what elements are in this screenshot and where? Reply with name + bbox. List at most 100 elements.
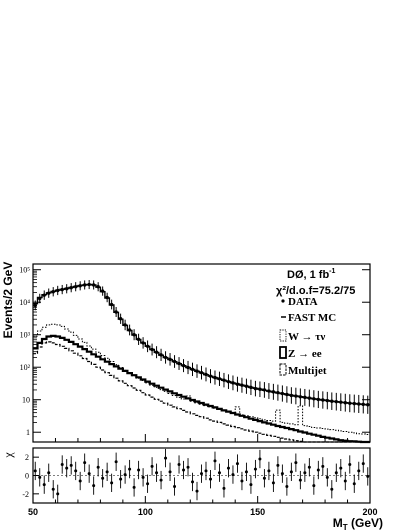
residual-point: [213, 451, 217, 470]
residual-point: [280, 464, 284, 483]
residual-point: [276, 456, 280, 475]
x-tick-label: 50: [28, 507, 38, 517]
residual-point: [334, 463, 338, 482]
residual-point: [177, 455, 181, 474]
residual-point: [195, 481, 199, 501]
residual-point: [366, 467, 370, 486]
residual-point: [267, 461, 271, 481]
residual-point: [298, 470, 302, 490]
y-tick-label: 10³: [20, 331, 31, 340]
residual-y-tick-label: 0: [25, 472, 29, 481]
residual-point: [56, 484, 60, 503]
residual-point: [316, 460, 320, 480]
x-axis-label: MT (GeV): [333, 516, 383, 532]
legend-label-fast-mc: FAST MC: [288, 312, 336, 324]
residual-point: [357, 461, 361, 481]
residual-point: [186, 458, 190, 477]
residual-point: [155, 463, 159, 482]
residual-point: [38, 468, 42, 487]
x-tick-label: 150: [250, 507, 265, 517]
residual-point: [65, 459, 69, 478]
y-tick-label: 1: [26, 428, 30, 437]
legend-marker-data: [281, 299, 285, 303]
residual-point: [164, 448, 168, 468]
residual-point: [235, 454, 239, 473]
experiment-label: DØ, 1 fb-1: [287, 268, 336, 281]
residual-point: [226, 459, 230, 478]
chi2-label: χ²/d.o.f=75.2/75: [276, 285, 355, 297]
residual-point: [141, 468, 145, 487]
residual-point: [348, 455, 352, 474]
residual-point: [222, 479, 226, 498]
residual-point: [128, 459, 132, 479]
series-line-z-to-ee: [33, 334, 370, 444]
residual-point: [33, 461, 37, 481]
residual-point: [173, 477, 177, 496]
residual-point: [285, 477, 289, 496]
residual-point: [78, 471, 82, 491]
y-tick-label: 10⁴: [19, 298, 30, 307]
residual-point: [294, 453, 298, 472]
residual-point: [146, 474, 150, 493]
residual-point: [101, 469, 105, 488]
residual-point: [253, 459, 257, 479]
residual-point: [208, 470, 212, 489]
legend-label-z-ee: Z → ee: [288, 348, 322, 360]
residual-point: [325, 468, 329, 487]
residual-y-tick-label: 2: [25, 453, 29, 462]
legend-label-data: DATA: [288, 296, 318, 308]
residual-point: [96, 458, 100, 477]
residual-point: [74, 461, 78, 481]
residual-point: [137, 460, 141, 480]
legend-entry-w-taunu: W → τν: [279, 329, 325, 343]
residual-point: [289, 462, 293, 481]
residual-point: [110, 473, 114, 492]
legend-label-w-taunu: W → τν: [288, 331, 325, 343]
residual-point: [271, 473, 275, 492]
residual-point: [119, 470, 123, 489]
series-line-fast-mc: [33, 283, 370, 406]
legend-entry-data: DATA: [281, 296, 318, 308]
legend-entry-z-ee: Z → ee: [279, 346, 322, 360]
y-tick-label: 10²: [20, 363, 31, 372]
residual-point: [361, 454, 365, 473]
residual-point: [343, 471, 347, 491]
y-axis-label: Events/2 GeV: [1, 262, 15, 339]
y-tick-label: 10⁵: [19, 266, 30, 275]
residual-point: [200, 464, 203, 483]
residual-point: [231, 465, 235, 484]
residual-y-axis-label: χ: [1, 452, 15, 459]
legend-marker-z-ee: [279, 346, 287, 359]
residual-point: [168, 462, 172, 481]
residual-point: [114, 452, 118, 471]
legend-marker-w-taunu: [279, 329, 287, 342]
residual-point: [87, 464, 91, 483]
legend-label-multijet: Multijet: [288, 365, 327, 377]
residual-point: [244, 462, 248, 481]
main-series-layer: [33, 279, 370, 444]
residual-point: [123, 465, 127, 484]
legend-entry-fast-mc: FAST MC: [281, 312, 336, 324]
legend: DATA FAST MC W → τν Z → ee Multijet: [279, 296, 336, 377]
residual-point: [352, 474, 356, 493]
legend-entry-multijet: Multijet: [279, 363, 327, 377]
residual-point: [159, 470, 163, 490]
residual-point: [105, 462, 109, 481]
residual-point: [339, 459, 343, 478]
residual-point: [51, 480, 55, 499]
y-tick-label: 10: [22, 396, 30, 405]
main-plot-frame: [32, 263, 371, 443]
residual-point: [217, 463, 221, 482]
residual-point: [249, 475, 253, 494]
main-axes: 1 10 10² 10³ 10⁴ 10⁵: [19, 266, 371, 442]
series-line-w-to-taunu: [33, 323, 370, 435]
residual-point: [321, 457, 325, 476]
residual-point: [258, 449, 262, 469]
residual-points-layer: [33, 448, 370, 503]
residual-point: [69, 456, 73, 475]
residual-point: [92, 476, 96, 495]
residual-point: [330, 480, 334, 499]
residual-point: [150, 457, 154, 476]
residual-point: [47, 463, 51, 482]
